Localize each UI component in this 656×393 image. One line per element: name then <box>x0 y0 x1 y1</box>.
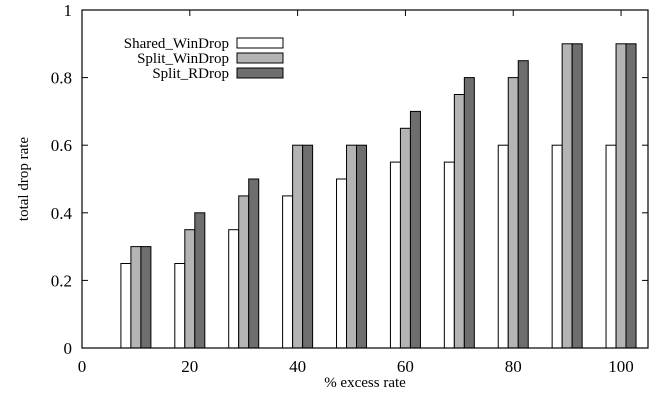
bar-shared-windrop <box>497 144 509 349</box>
bar-split-rdrop <box>302 144 314 349</box>
bars <box>120 43 637 349</box>
x-tick-label: 20 <box>181 357 198 376</box>
bar-shared-windrop <box>551 144 563 349</box>
legend-label: Split_RDrop <box>152 66 229 82</box>
bar-shared-windrop <box>389 161 401 349</box>
y-tick-label: 0.8 <box>51 69 72 88</box>
y-axis-label: total drop rate <box>16 137 32 221</box>
bar-split-rdrop <box>194 212 206 349</box>
bar-split-rdrop <box>140 246 152 349</box>
y-tick-label: 0.4 <box>51 204 73 223</box>
y-tick-label: 1 <box>64 1 73 20</box>
bar-split-rdrop <box>517 60 529 349</box>
x-tick-label: 0 <box>78 357 87 376</box>
bar-shared-windrop <box>443 161 455 349</box>
bar-split-windrop <box>346 144 358 349</box>
bar-shared-windrop <box>605 144 617 349</box>
bar-shared-windrop <box>336 178 348 349</box>
x-tick-label: 40 <box>289 357 306 376</box>
bar-split-windrop <box>238 195 250 349</box>
bar-split-rdrop <box>356 144 368 349</box>
bar-split-windrop <box>615 43 627 349</box>
legend-swatch <box>236 67 284 79</box>
bar-split-rdrop <box>571 43 583 349</box>
bar-shared-windrop <box>174 263 186 349</box>
legend-label: Split_WinDrop <box>137 51 229 67</box>
legend-swatch <box>236 52 284 64</box>
x-tick-label: 60 <box>397 357 414 376</box>
bar-split-windrop <box>130 246 142 349</box>
bar-split-windrop <box>184 229 196 349</box>
y-tick-label: 0 <box>64 339 73 358</box>
x-tick-label: 80 <box>505 357 522 376</box>
bar-shared-windrop <box>228 229 240 349</box>
bar-shared-windrop <box>120 263 132 349</box>
bar-split-rdrop <box>409 110 421 349</box>
bar-split-windrop <box>453 94 465 349</box>
x-tick-label: 100 <box>608 357 634 376</box>
y-tick-label: 0.2 <box>51 271 72 290</box>
legend-swatch <box>236 37 284 49</box>
bar-split-rdrop <box>248 178 260 349</box>
bar-shared-windrop <box>282 195 294 349</box>
bar-split-windrop <box>507 77 519 349</box>
x-axis-label: % excess rate <box>324 375 406 391</box>
bar-split-windrop <box>399 127 411 349</box>
plot-frame <box>81 9 649 349</box>
legend-label: Shared_WinDrop <box>124 36 229 52</box>
y-tick-label: 0.6 <box>51 136 72 155</box>
axis-ticks: 0 0.2 0.4 0.6 0.8 1 0 20 40 60 80 100 <box>51 1 648 376</box>
bar-split-windrop <box>561 43 573 349</box>
bar-split-rdrop <box>463 77 475 349</box>
bar-split-rdrop <box>625 43 637 349</box>
bar-split-windrop <box>292 144 304 349</box>
